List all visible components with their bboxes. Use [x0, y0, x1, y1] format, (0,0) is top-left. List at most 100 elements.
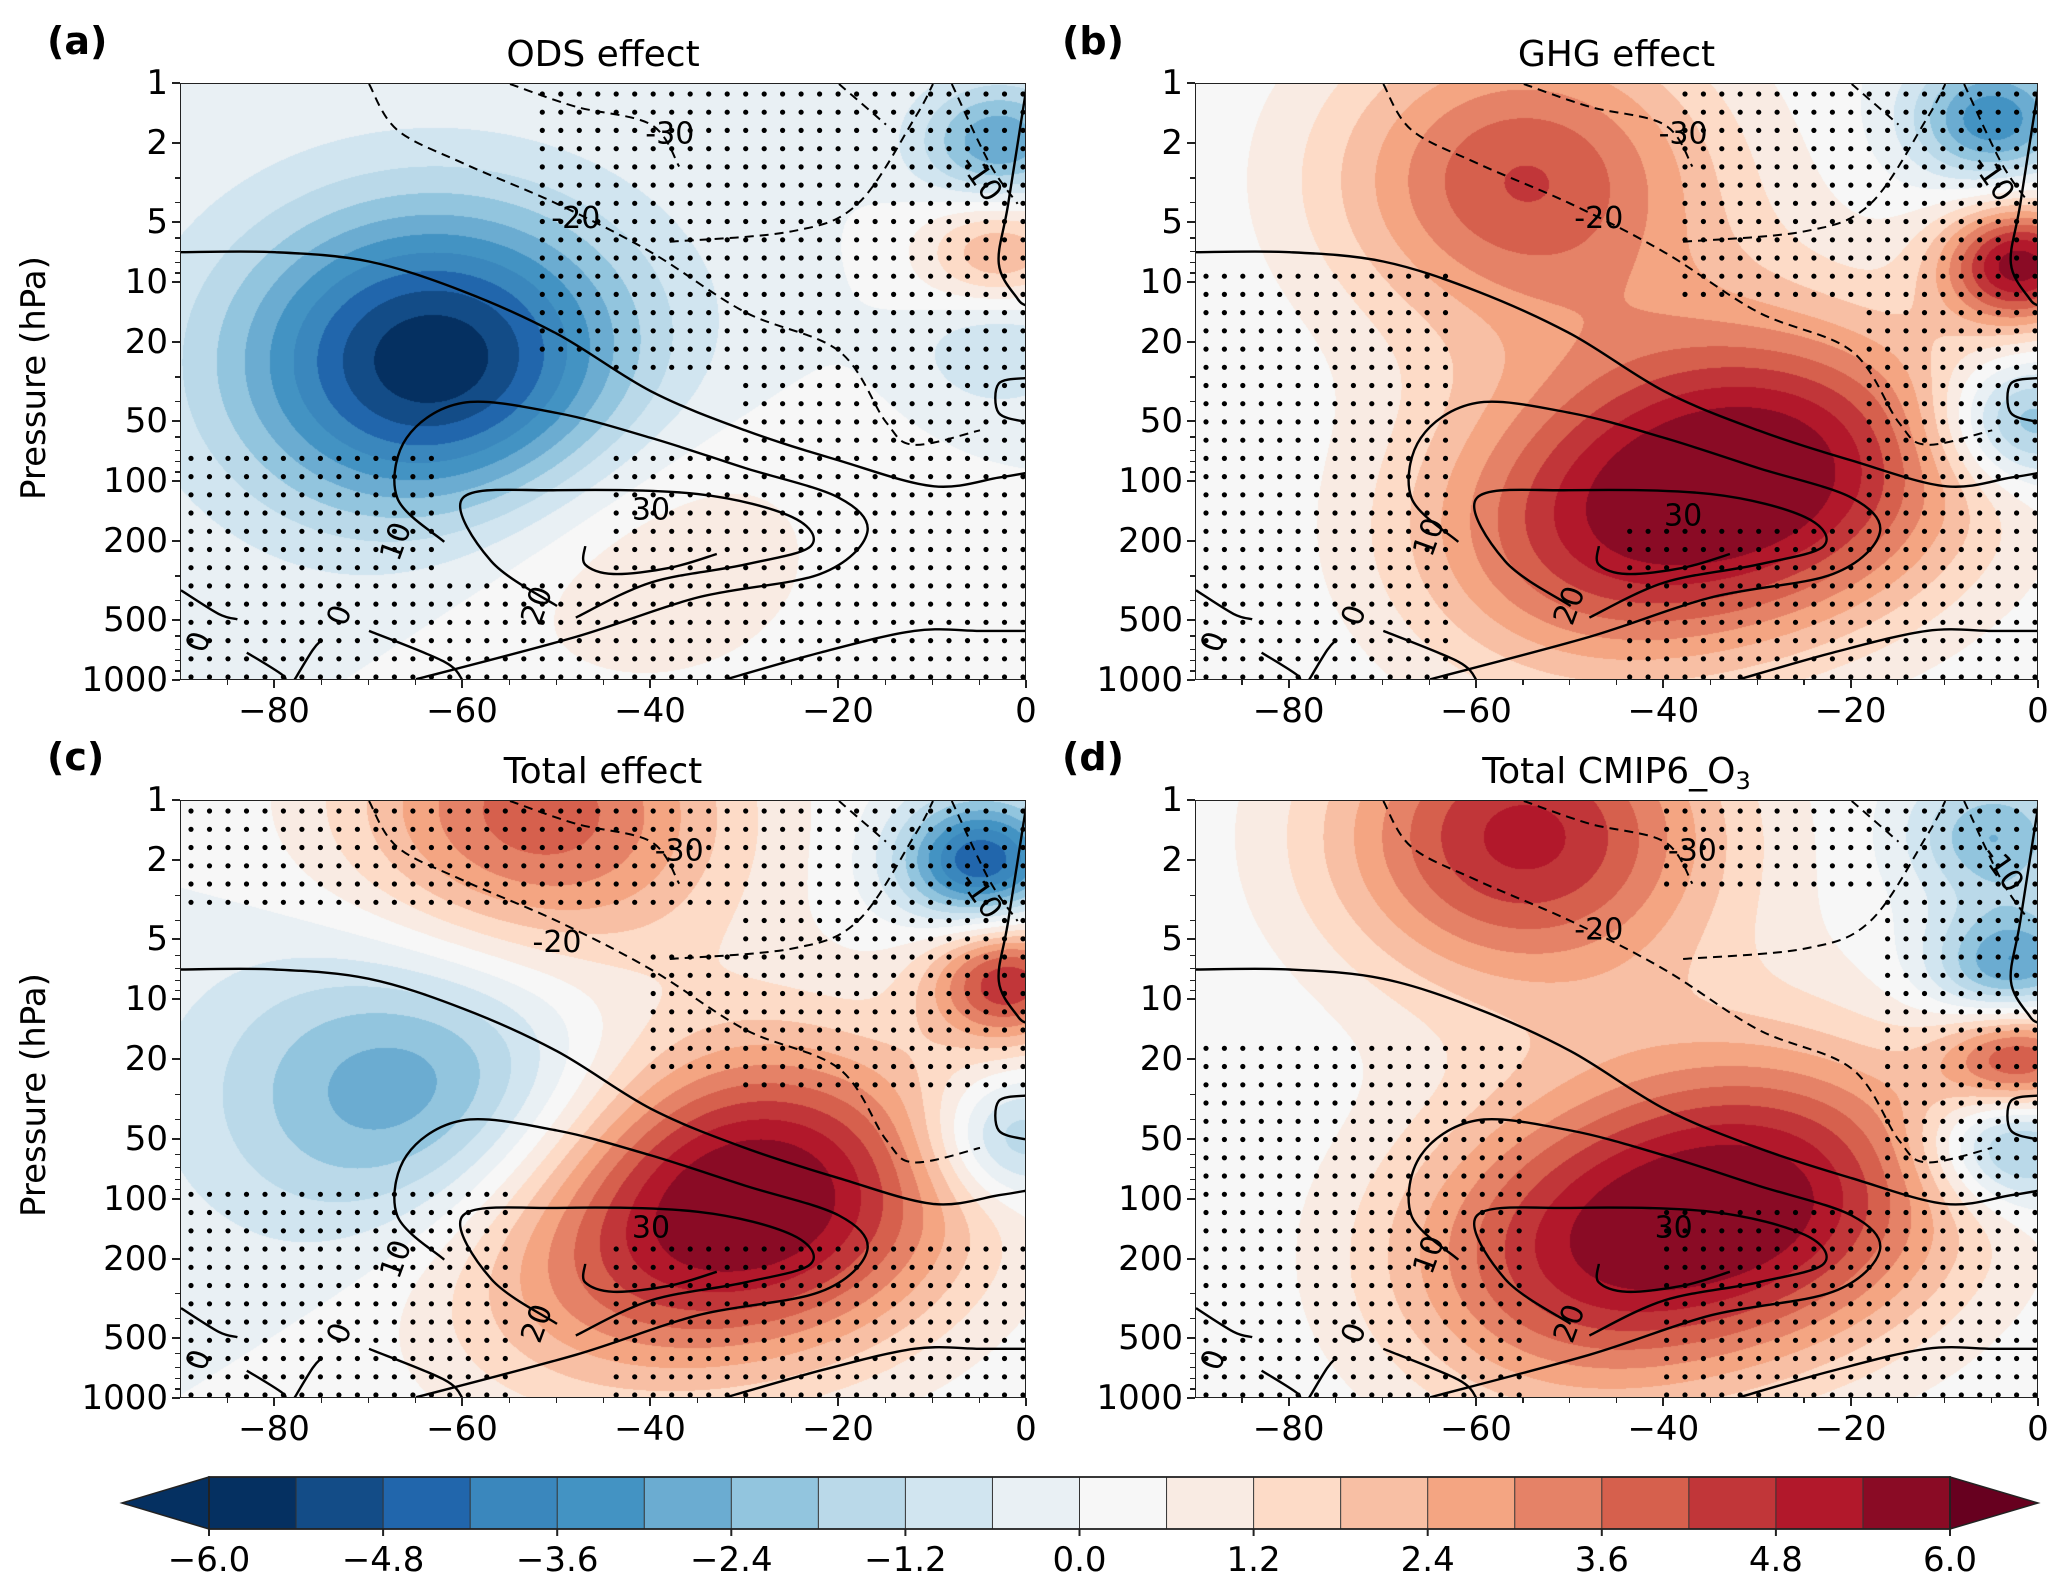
stipple-dot — [1516, 1337, 1522, 1343]
stipple-dot — [1903, 164, 1909, 170]
stipple-dot — [1885, 954, 1891, 960]
stipple-dot — [817, 638, 823, 644]
stipple-dot — [206, 881, 213, 887]
colorbar-bin — [1253, 1476, 1342, 1530]
stipple-dot — [484, 1228, 490, 1234]
stipple-dot — [1774, 109, 1780, 115]
y-tick-mark — [172, 221, 180, 224]
stipple-dot — [2032, 674, 2037, 679]
stipple-dot — [928, 528, 934, 534]
stipple-dot — [354, 455, 360, 461]
stipple-dot — [761, 881, 767, 887]
stipple-dot — [669, 1337, 675, 1343]
stipple-dot — [1940, 1155, 1946, 1161]
stipple-dot — [410, 656, 416, 662]
stipple-dot — [1995, 1355, 2001, 1362]
stipple-dot — [1479, 1063, 1485, 1070]
stipple-dot — [964, 364, 971, 370]
stipple-dot — [1516, 1173, 1522, 1179]
stipple-dot — [1498, 1282, 1504, 1289]
stipple-dot — [595, 808, 601, 814]
stipple-dot — [1203, 401, 1209, 407]
stipple-dot — [188, 565, 194, 571]
stipple-dot — [1719, 218, 1725, 225]
stipple-dot — [835, 419, 841, 425]
stipple-dot — [817, 1063, 823, 1070]
stipple-dot — [1921, 510, 1928, 516]
y-tick-label: 1 — [146, 63, 168, 103]
stipple-dot — [817, 1319, 823, 1325]
stipple-dot — [1682, 1337, 1688, 1343]
stipple-dot — [613, 1264, 619, 1270]
stipple-dot — [835, 382, 841, 389]
stipple-dot — [1332, 583, 1338, 589]
stipple-dot — [1479, 1100, 1485, 1106]
stipple-dot — [299, 1264, 305, 1270]
stipple-dot — [1866, 656, 1872, 662]
stipple-dot — [1774, 1392, 1780, 1397]
stipple-dot — [1885, 1173, 1891, 1179]
stipple-dot — [1903, 1082, 1909, 1088]
stipple-dot — [946, 1063, 952, 1070]
stipple-dot — [1977, 182, 1983, 188]
stipple-dot — [1848, 273, 1854, 279]
stipple-dot — [1940, 455, 1946, 461]
stipple-dot — [225, 1374, 231, 1380]
stipple-dot — [1921, 419, 1928, 425]
stipple-dot — [391, 1374, 397, 1380]
stipple-dot — [1829, 146, 1835, 152]
stipple-dot — [1682, 91, 1688, 97]
stipple-dot — [299, 1228, 305, 1234]
stipple-dot — [1313, 528, 1320, 534]
y-tick-mark — [1187, 799, 1195, 801]
stipple-dot — [946, 273, 952, 279]
stipple-dot — [1424, 1209, 1430, 1216]
stipple-dot — [1516, 1045, 1522, 1051]
stipple-dot — [669, 164, 675, 170]
stipple-dot — [1498, 1173, 1504, 1179]
stipple-dot — [946, 218, 952, 225]
stipple-dot — [299, 863, 305, 869]
stipple-dot — [946, 1392, 952, 1397]
stipple-dot — [1001, 255, 1008, 261]
stipple-dot — [1958, 899, 1964, 905]
plot-area: -30 -20 -10 30 20 10 0 0 — [1195, 800, 2038, 1398]
stipple-dot — [835, 401, 841, 407]
y-tick-mark — [1187, 1397, 1195, 1399]
stipple-dot — [854, 826, 860, 832]
stipple-dot — [2032, 656, 2037, 662]
x-tick-label: −60 — [1440, 1409, 1512, 1449]
x-minor-tick — [508, 1398, 510, 1403]
stipple-dot — [206, 826, 213, 832]
stipple-dot — [835, 255, 841, 261]
stipple-dot — [1442, 638, 1449, 644]
contour-line-negative — [950, 801, 1019, 922]
stipple-dot — [817, 237, 823, 243]
stipple-dot — [1682, 1246, 1688, 1252]
y-tick-mark — [1187, 1336, 1195, 1339]
stipple-dot — [687, 109, 693, 115]
stipple-dot — [1774, 1264, 1780, 1270]
stipple-dot — [724, 1063, 730, 1070]
stipple-dot — [317, 1228, 323, 1234]
stipple-dot — [1958, 1191, 1964, 1197]
stipple-dot — [817, 127, 823, 133]
stipple-dot — [1958, 808, 1964, 814]
stipple-dot — [928, 1282, 934, 1289]
stipple-dot — [1977, 917, 1983, 924]
stipple-dot — [428, 1209, 434, 1216]
stipple-dot — [1203, 492, 1209, 498]
stipple-dot — [1221, 291, 1227, 297]
stipple-dot — [687, 310, 693, 316]
stipple-dot — [946, 990, 952, 997]
stipple-dot — [632, 528, 638, 534]
stipple-dot — [835, 310, 841, 316]
stipple-dot — [1940, 364, 1946, 370]
stipple-dot — [1921, 1082, 1928, 1088]
stipple-dot — [280, 510, 286, 516]
stipple-dot — [1203, 656, 1209, 662]
stipple-dot — [1885, 437, 1891, 443]
x-minor-tick — [508, 680, 510, 685]
stipple-dot — [373, 528, 379, 534]
stipple-dot — [1424, 291, 1430, 297]
